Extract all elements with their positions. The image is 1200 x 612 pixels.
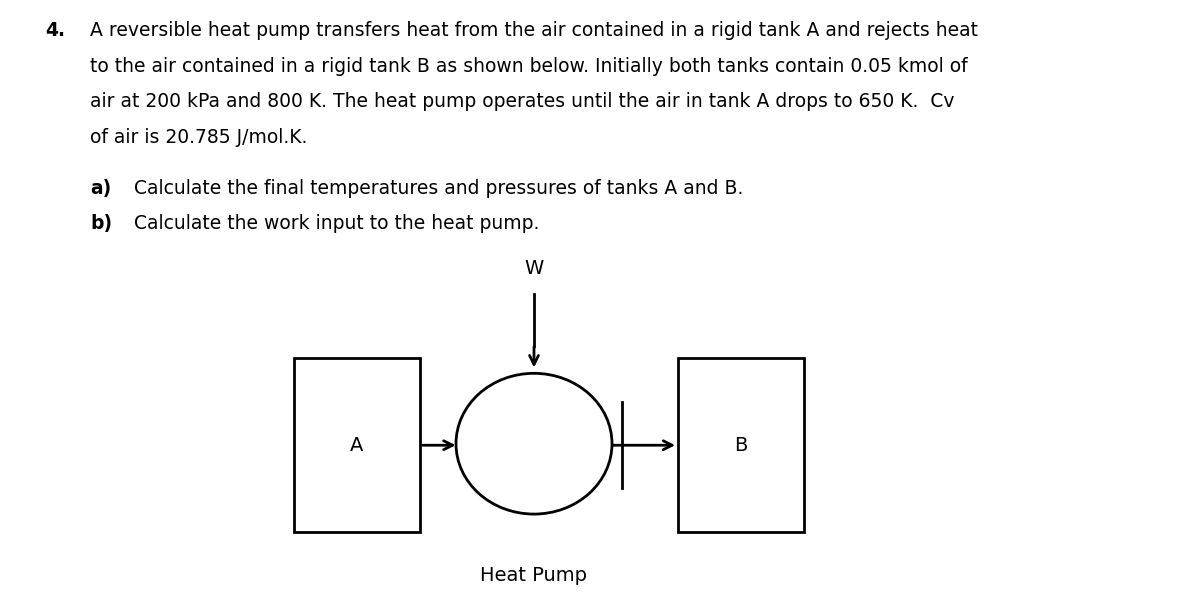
- Text: W: W: [524, 259, 544, 278]
- Text: b): b): [90, 214, 112, 233]
- Text: A reversible heat pump transfers heat from the air contained in a rigid tank A a: A reversible heat pump transfers heat fr…: [90, 21, 978, 40]
- Text: Calculate the final temperatures and pressures of tanks A and B.: Calculate the final temperatures and pre…: [134, 179, 744, 198]
- Text: air at 200 kPa and 800 K. The heat pump operates until the air in tank A drops t: air at 200 kPa and 800 K. The heat pump …: [90, 92, 954, 111]
- Bar: [294, 358, 420, 532]
- Text: Calculate the work input to the heat pump.: Calculate the work input to the heat pum…: [134, 214, 540, 233]
- Ellipse shape: [456, 373, 612, 514]
- Text: a): a): [90, 179, 112, 198]
- Text: of air is 20.785 J/mol.K.: of air is 20.785 J/mol.K.: [90, 128, 307, 147]
- Text: to the air contained in a rigid tank B as shown below. Initially both tanks cont: to the air contained in a rigid tank B a…: [90, 57, 967, 76]
- Text: Heat Pump: Heat Pump: [480, 566, 588, 585]
- Text: 4.: 4.: [46, 21, 66, 40]
- Text: A: A: [350, 436, 364, 455]
- Text: B: B: [734, 436, 748, 455]
- Bar: [678, 358, 804, 532]
